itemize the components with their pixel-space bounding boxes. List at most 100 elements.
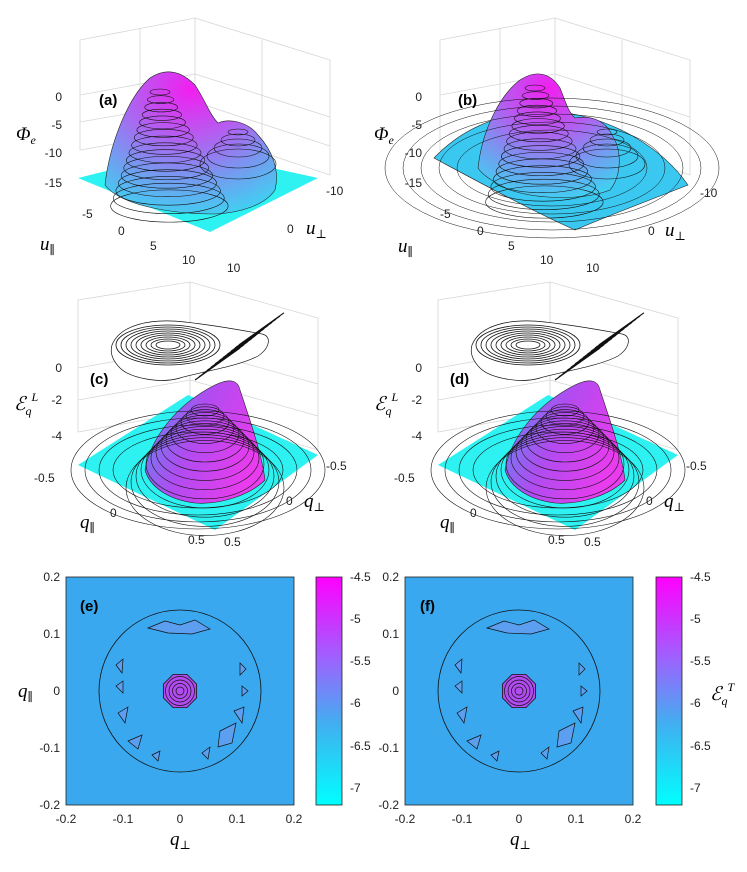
surface-contour-line — [582, 138, 632, 158]
panel-d-contours — [430, 403, 686, 536]
panel-f-x-tick: -0.2 — [395, 812, 416, 826]
panel-d-x-tick: 0.5 — [548, 533, 565, 547]
panel-c: (c) 0 -2 -4 ℰqL -0.5 0 0.5 q∥ -0.5 0 0.5… — [14, 281, 347, 549]
surface-contour-line — [596, 128, 618, 136]
panel-f-cb-tick: -6.5 — [690, 739, 711, 753]
contour-island — [117, 706, 129, 724]
panel-e-colorbar — [315, 576, 343, 806]
panel-d-projection-contours — [475, 312, 645, 381]
panel-e-y-ticks: 0.2 0.1 0 -0.1 -0.2 — [39, 570, 60, 812]
panel-d-z-tick: -4 — [411, 429, 422, 443]
panel-f-y-tick: -0.2 — [378, 798, 399, 812]
surface-contour-line — [524, 84, 546, 92]
panel-b-y-ticks: -10 0 10 — [586, 186, 718, 275]
panel-c-projection-contours — [115, 312, 285, 381]
surface-contour-line — [508, 125, 569, 143]
panel-f-cb-tick: -6 — [690, 696, 701, 710]
panel-c-x-tick: 0 — [110, 506, 117, 520]
panel-b-ylabel: u⊥ — [665, 220, 686, 243]
panel-b-z-tick: -5 — [411, 118, 422, 132]
contour-island — [572, 706, 584, 724]
panel-d-y-ticks: -0.5 0 0.5 — [584, 459, 707, 549]
floor-contour-line — [430, 410, 686, 530]
surface-contour-line — [131, 135, 198, 155]
panel-a-y-tick: 10 — [227, 261, 241, 275]
surface-contour-line — [568, 148, 646, 180]
panel-d-surface — [504, 380, 626, 504]
panel-b-zlabel: Φe — [374, 124, 394, 147]
surface-contour-line — [199, 148, 277, 180]
panel-f-xlabel: q⊥ — [510, 829, 531, 852]
panel-f-cb-tick: -4.5 — [690, 570, 711, 584]
floor-contour-line — [472, 431, 644, 509]
contour-island — [115, 680, 124, 694]
panel-d-ylabel: q⊥ — [664, 491, 685, 514]
panel-e-islands — [115, 619, 249, 762]
panel-b-y-tick: 0 — [648, 224, 655, 238]
panel-b-y-tick: 10 — [586, 261, 600, 275]
contour-island — [233, 706, 245, 724]
panel-f-colorbar — [655, 576, 683, 806]
panel-c-ylabel: q⊥ — [304, 491, 325, 514]
panel-b-z-tick: 0 — [415, 90, 422, 104]
panel-d-y-tick: 0 — [646, 494, 653, 508]
surface-contour-line — [505, 428, 625, 500]
surface-contour-line — [227, 128, 249, 136]
panel-b-x-tick: 5 — [508, 239, 515, 253]
panel-e-x-tick: -0.1 — [113, 812, 134, 826]
surface-contour-line — [495, 434, 635, 518]
center-contour-ring — [504, 676, 534, 706]
surface-contour-line — [141, 108, 182, 121]
surface-contour-line — [511, 118, 565, 134]
panel-d-y-tick: 0.5 — [584, 535, 601, 549]
surface-contour-line — [575, 143, 639, 169]
panel-a-y-tick: 0 — [287, 222, 294, 236]
surface-contour-line — [133, 129, 194, 147]
panel-a-contours — [110, 88, 277, 223]
panel-a-y-ticks: -10 0 10 — [227, 184, 344, 275]
panel-d-z-ticks: 0 -2 -4 — [411, 361, 422, 443]
surface-contour-line — [487, 178, 600, 210]
projected-contour-line — [480, 326, 576, 364]
panel-a: (a) 0 -5 -10 -15 Φe -5 0 5 10 u∥ -10 0 1… — [16, 17, 344, 275]
panel-e-cb-tick: -6.5 — [350, 739, 371, 753]
contour-island — [540, 746, 550, 760]
center-contour-ring — [511, 683, 527, 699]
panel-e-y-tick: -0.2 — [39, 798, 60, 812]
projected-contour-line — [130, 330, 206, 360]
panel-f-center-rings — [501, 673, 537, 709]
contour-island — [580, 685, 588, 697]
surface-contour-line — [139, 115, 186, 130]
surface-contour-line — [485, 185, 604, 219]
panel-d-x-ticks: -0.5 0 0.5 — [394, 471, 565, 547]
surface-contour-line — [589, 133, 625, 147]
contour-island — [466, 734, 482, 750]
surface-contour-line — [144, 102, 179, 113]
panel-d-y-tick: -0.5 — [686, 459, 707, 473]
projected-contour-line — [155, 340, 181, 350]
contour-island — [239, 662, 247, 676]
projected-contour-line — [145, 336, 191, 354]
panel-e-cb-tick: -4.5 — [350, 570, 371, 584]
surface-contour-line — [206, 143, 270, 169]
panel-b-z-ticks: 0 -5 -10 -15 — [405, 90, 423, 190]
panel-c-surface — [144, 380, 266, 504]
surface-contour-line — [150, 426, 260, 490]
panel-f-x-tick: -0.1 — [452, 812, 473, 826]
panel-e-colorbar-ticks: -4.5 -5 -5.5 -6 -6.5 -7 — [350, 570, 371, 795]
panel-a-x-tick: 10 — [182, 253, 196, 267]
projected-contour-line — [505, 336, 551, 354]
panel-f-x-tick: 0.2 — [625, 812, 642, 826]
panel-e-x-ticks: -0.2 -0.1 0 0.1 0.2 — [56, 812, 303, 826]
floor-contour-line — [112, 431, 284, 509]
contour-island — [217, 722, 237, 748]
center-contour-ring — [168, 679, 192, 703]
panel-a-z-ticks: 0 -5 -10 -15 — [45, 90, 63, 190]
projected-contour-line — [485, 328, 571, 362]
surface-contour-line — [493, 165, 592, 193]
panel-a-z-tick: -10 — [45, 146, 63, 160]
panel-c-y-tick: -0.5 — [326, 459, 347, 473]
panel-a-z-tick: -5 — [51, 118, 62, 132]
panel-b-z-tick: -10 — [405, 146, 423, 160]
